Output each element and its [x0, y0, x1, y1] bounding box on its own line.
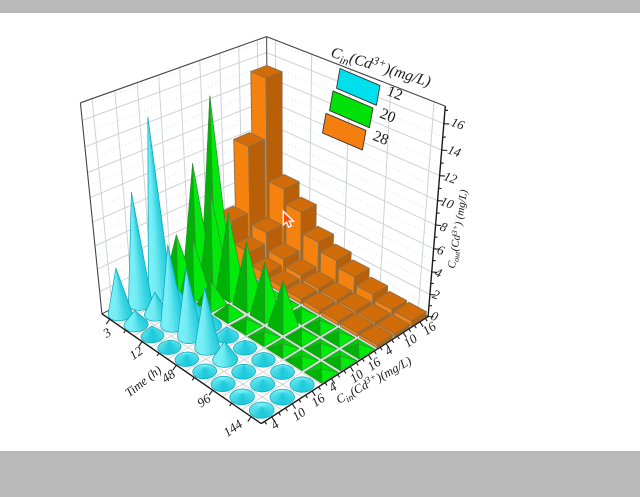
svg-text:3: 3 — [99, 324, 114, 341]
svg-text:12: 12 — [126, 343, 146, 363]
svg-text:16: 16 — [449, 114, 467, 133]
svg-text:16: 16 — [308, 390, 328, 410]
svg-text:12: 12 — [442, 168, 460, 187]
svg-text:4: 4 — [433, 265, 445, 281]
svg-text:Time (h): Time (h) — [122, 363, 164, 400]
svg-text:144: 144 — [220, 416, 245, 440]
svg-text:4: 4 — [381, 342, 395, 358]
svg-text:48: 48 — [159, 366, 179, 386]
svg-text:28: 28 — [370, 127, 391, 149]
svg-text:10: 10 — [438, 193, 456, 212]
svg-text:2: 2 — [430, 286, 442, 302]
svg-text:20: 20 — [377, 105, 398, 127]
svg-text:0: 0 — [429, 308, 441, 324]
svg-text:12: 12 — [384, 83, 405, 105]
svg-text:4: 4 — [268, 416, 282, 432]
svg-text:10: 10 — [289, 404, 309, 424]
svg-text:14: 14 — [446, 142, 464, 161]
svg-text:6: 6 — [435, 242, 447, 258]
svg-text:8: 8 — [438, 219, 450, 235]
